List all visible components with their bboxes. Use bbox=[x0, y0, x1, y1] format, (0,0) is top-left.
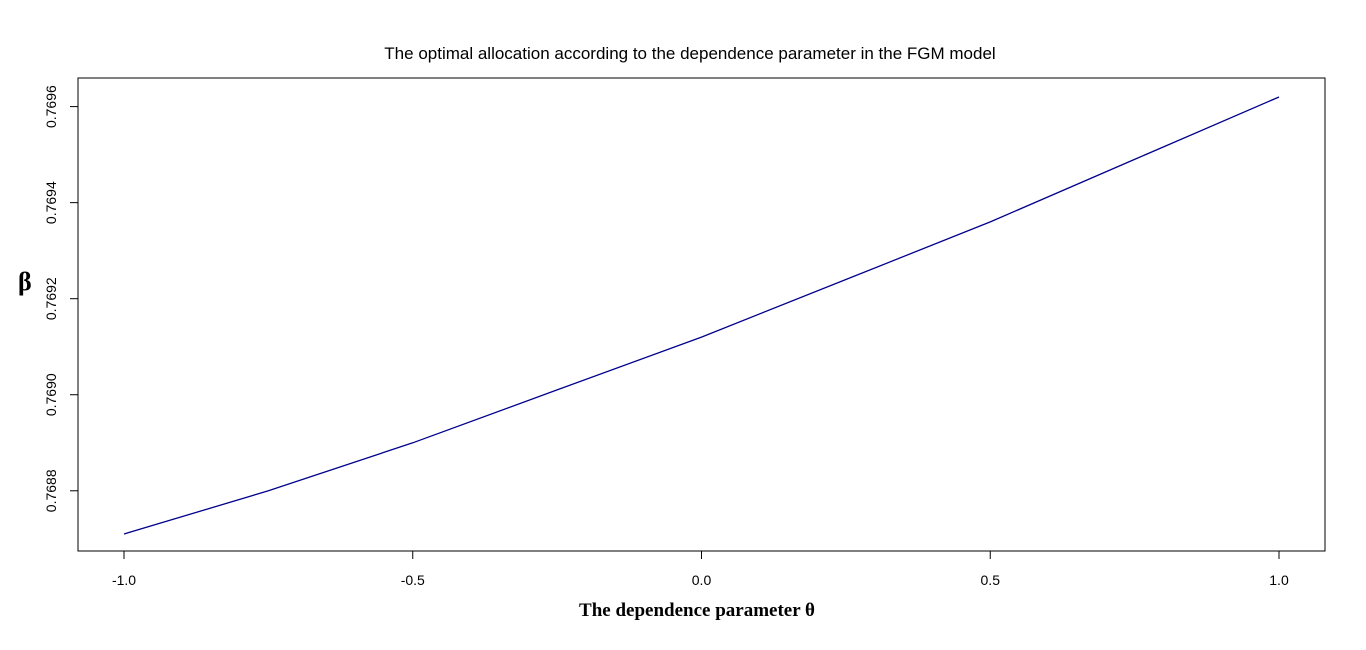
series-line bbox=[123, 96, 1280, 535]
x-tick-label: 0.5 bbox=[981, 572, 1001, 588]
plot-frame bbox=[77, 77, 1326, 552]
y-tick-label: 0.7694 bbox=[43, 181, 59, 224]
y-tick-label: 0.7688 bbox=[43, 469, 59, 512]
y-axis-label: β bbox=[18, 267, 32, 296]
x-tick-label: 0.0 bbox=[692, 572, 712, 588]
y-tick-label: 0.7696 bbox=[43, 85, 59, 128]
chart-title: The optimal allocation according to the … bbox=[384, 44, 995, 63]
y-axis: 0.7688 0.7690 0.7692 0.7694 0.7696 bbox=[43, 85, 79, 512]
x-axis: -1.0 -0.5 0.0 0.5 1.0 bbox=[112, 550, 1289, 588]
y-tick-label: 0.7690 bbox=[43, 373, 59, 416]
y-tick-label: 0.7692 bbox=[43, 277, 59, 320]
x-tick-label: -1.0 bbox=[112, 572, 136, 588]
x-axis-label: The dependence parameter θ bbox=[579, 600, 815, 621]
x-tick-label: -0.5 bbox=[401, 572, 425, 588]
x-tick-label: 1.0 bbox=[1269, 572, 1289, 588]
series-layer bbox=[123, 96, 1280, 535]
